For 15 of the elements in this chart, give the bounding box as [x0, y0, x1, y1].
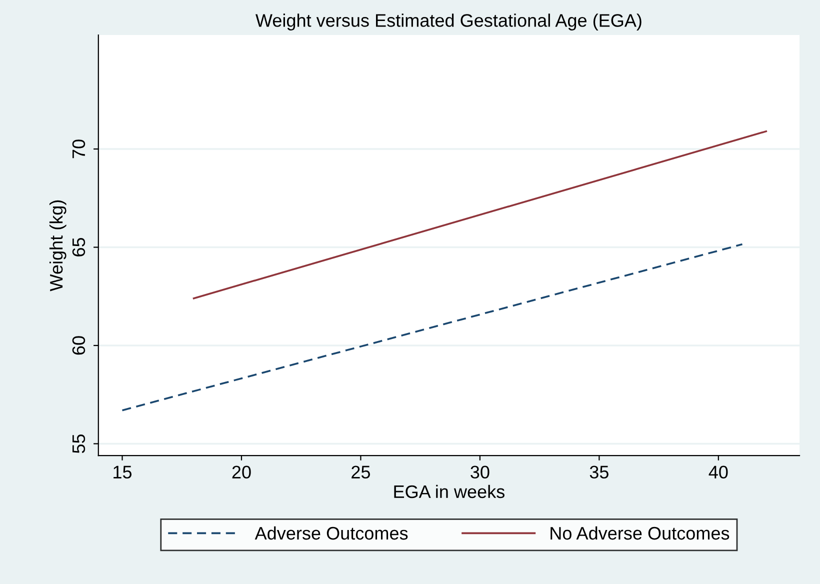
x-tick-label: 20 [232, 466, 251, 479]
x-tick-label: 40 [708, 466, 728, 479]
x-tick-label: 15 [114, 466, 132, 479]
y-tick-label: 60 [72, 336, 86, 355]
x-tick-label: 25 [352, 466, 370, 479]
x-tick-label: 30 [470, 466, 490, 479]
y-tick-label: 70 [72, 140, 86, 158]
legend-label: Adverse Outcomes [254, 526, 408, 540]
chart-title: Weight versus Estimated Gestational Age (EGA) [256, 14, 642, 30]
x-axis-title: EGA in weeks [394, 484, 504, 498]
y-tick-label: 65 [72, 238, 86, 256]
y-tick-label: 55 [72, 434, 86, 454]
legend-label: No Adverse Outcomes [550, 526, 730, 540]
x-tick-label: 35 [590, 466, 608, 479]
y-axis-title: Weight (kg) [49, 200, 66, 292]
